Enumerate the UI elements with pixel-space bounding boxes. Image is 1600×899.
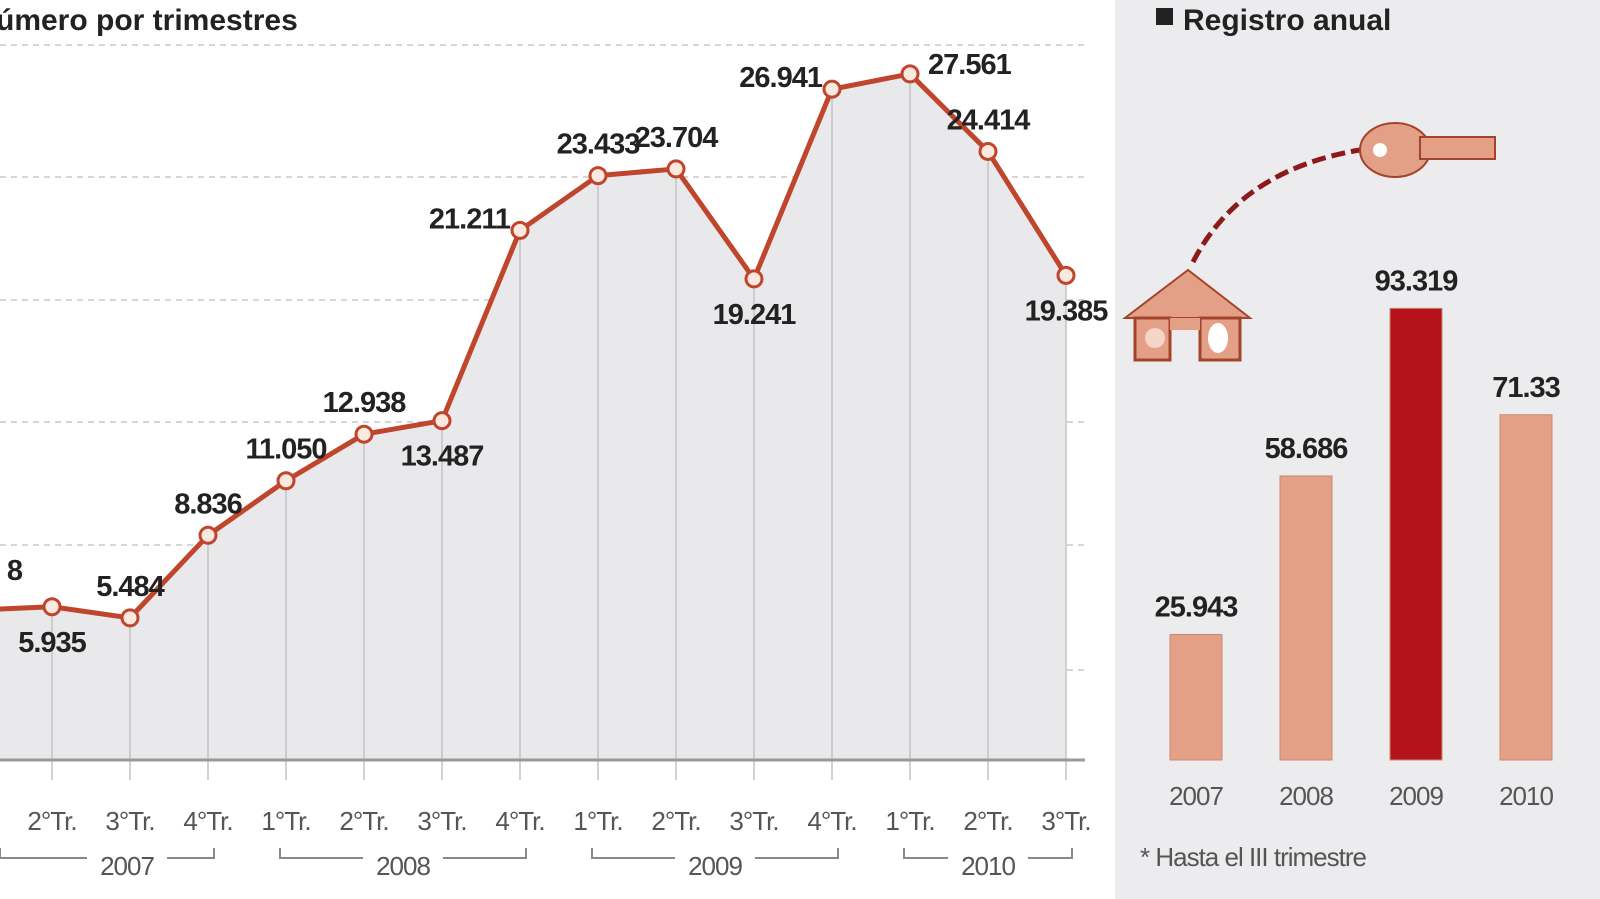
bar-category-label: 2010: [1499, 781, 1553, 811]
data-point: [276, 471, 296, 491]
data-point: [744, 269, 764, 289]
key-icon: [1359, 122, 1496, 178]
bar: [1279, 475, 1333, 761]
data-label: 19.385: [1025, 295, 1109, 327]
x-tick-label: 3°Tr.: [729, 806, 778, 836]
chain-icon: [1190, 147, 1361, 264]
x-tick-label: 3°Tr.: [417, 806, 466, 836]
data-label: 24.414: [947, 104, 1031, 136]
data-label: 5.935: [18, 627, 86, 659]
data-label: 12.938: [323, 387, 407, 419]
x-tick-label: 2°Tr.: [339, 806, 388, 836]
year-bracket: [903, 848, 1073, 859]
line-chart-title: úmero por trimestres: [0, 4, 298, 37]
x-tick-label: 2°Tr.: [651, 806, 700, 836]
data-label: 13.487: [401, 441, 484, 473]
data-point: [588, 166, 608, 186]
data-point: [666, 159, 686, 179]
x-tick-label: 1°Tr.: [261, 806, 310, 836]
annual-bar-chart: 25.943 2007 58.686 2008 93.319 2009 71.33 2010: [1155, 265, 1562, 811]
data-point: [822, 79, 842, 99]
bar-chart-title: Registro anual: [1183, 4, 1391, 37]
x-tick-label: 2°Tr.: [27, 806, 76, 836]
data-label: 21.211: [429, 203, 511, 235]
data-label: 23.704: [635, 122, 719, 154]
data-label: 23.433: [557, 129, 641, 161]
data-point: [510, 220, 530, 240]
data-point: [900, 64, 920, 84]
data-label: 27.561: [928, 49, 1012, 81]
year-bracket: [591, 848, 839, 859]
data-label: 19.241: [713, 299, 797, 331]
bar-value-label: 25.943: [1155, 591, 1239, 623]
house-key-chain-illustration: [1122, 122, 1496, 362]
year-label: 2007: [100, 851, 154, 881]
data-label: 5.484: [96, 571, 164, 603]
bar: [1499, 414, 1553, 761]
bar-category-label: 2009: [1389, 781, 1443, 811]
data-label: 8: [7, 555, 23, 587]
data-point: [120, 608, 140, 628]
data-label: 8.836: [174, 488, 242, 520]
x-tick-label: 4°Tr.: [495, 806, 544, 836]
year-label: 2009: [688, 851, 742, 881]
data-label: 26.941: [739, 62, 823, 94]
bar-category-label: 2007: [1169, 781, 1223, 811]
data-point: [42, 597, 62, 617]
year-bracket: [279, 848, 527, 859]
bar: [1389, 307, 1443, 761]
bar-value-label: 58.686: [1265, 433, 1349, 465]
x-tick-label: 2°Tr.: [963, 806, 1012, 836]
x-tick-label: 4°Tr.: [183, 806, 232, 836]
x-tick-label: 3°Tr.: [1041, 806, 1090, 836]
data-point: [1056, 265, 1076, 285]
data-label: 11.050: [245, 434, 326, 466]
area-fill: [0, 73, 1066, 760]
legend-square-icon: [1156, 8, 1173, 25]
year-label: 2008: [376, 851, 430, 881]
house-icon: [1122, 268, 1253, 362]
year-bracket: [0, 848, 215, 859]
data-point: [354, 424, 374, 444]
data-point: [432, 411, 452, 431]
x-tick-label: 3°Tr.: [105, 806, 154, 836]
bar: [1169, 633, 1223, 761]
x-tick-label: 1°Tr.: [573, 806, 622, 836]
data-point: [198, 525, 218, 545]
bar-value-label: 93.319: [1375, 265, 1459, 297]
x-tick-label: 1°Tr.: [885, 806, 934, 836]
bar-value-label: 71.33: [1492, 372, 1560, 404]
quarterly-line-chart: 8.5.9352°Tr.5.4843°Tr.8.8364°Tr.11.0501°…: [0, 49, 1109, 881]
x-tick-label: 4°Tr.: [807, 806, 856, 836]
data-point: [978, 141, 998, 161]
year-label: 2010: [961, 851, 1015, 881]
bar-category-label: 2008: [1279, 781, 1333, 811]
footnote: * Hasta el III trimestre: [1140, 842, 1366, 872]
